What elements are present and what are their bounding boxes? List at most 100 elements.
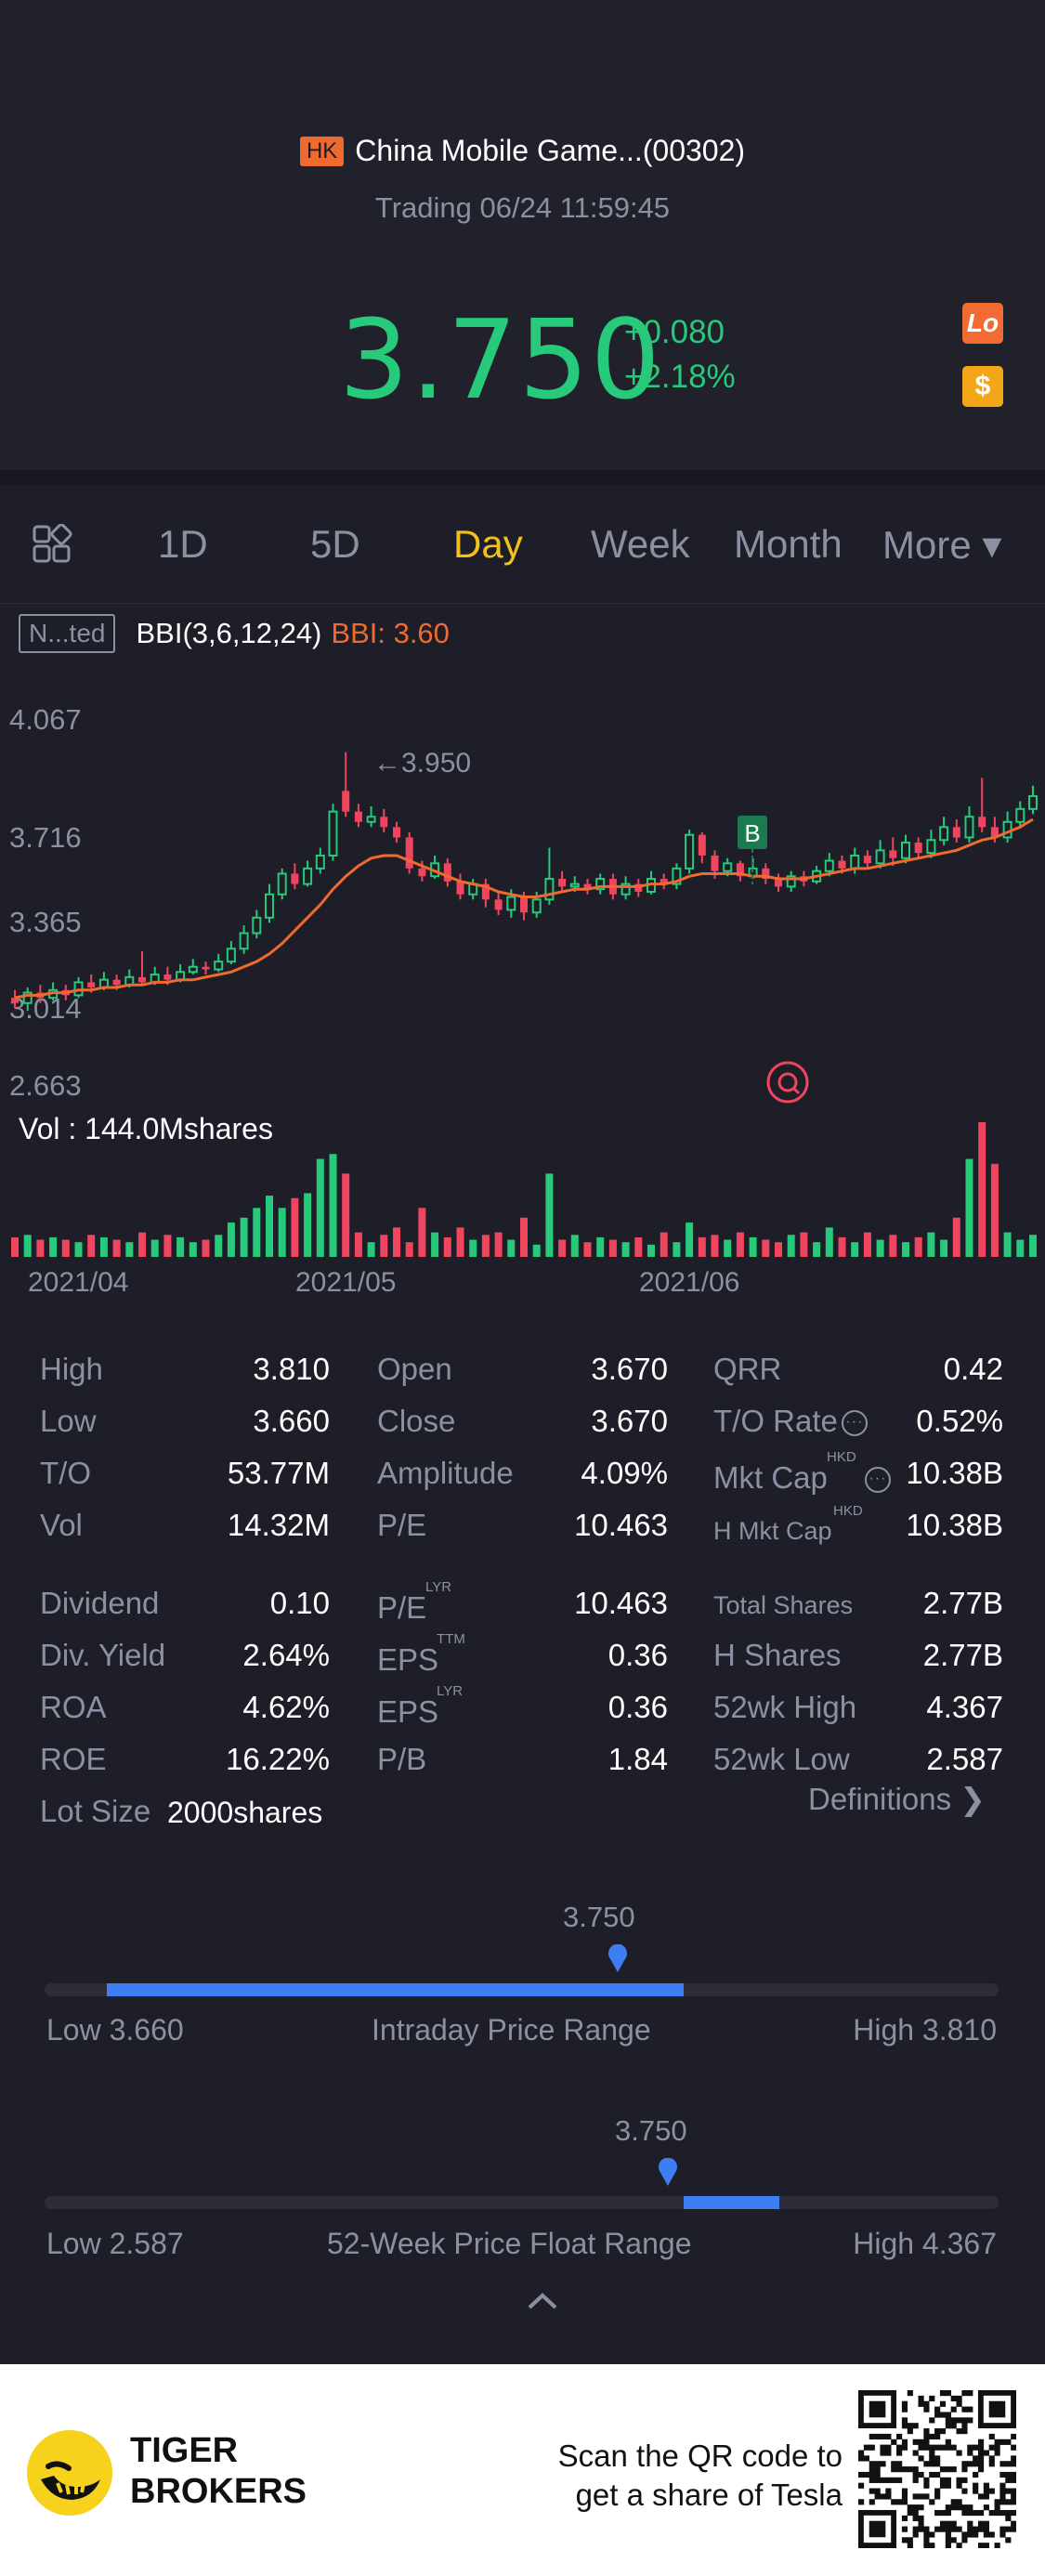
volume-bar bbox=[125, 1242, 134, 1257]
volume-bar bbox=[291, 1197, 299, 1257]
indicator-value: BBI: 3.60 bbox=[331, 617, 450, 649]
candle-body bbox=[239, 932, 249, 950]
last-price: 3.750 bbox=[339, 295, 662, 424]
tab-5d[interactable]: 5D bbox=[310, 522, 360, 566]
candle-body bbox=[291, 873, 299, 884]
volume-bar bbox=[608, 1239, 617, 1257]
stat-value: 14.32M bbox=[227, 1508, 330, 1542]
volume-bar bbox=[456, 1227, 464, 1257]
candle bbox=[456, 873, 464, 900]
adjustment-button[interactable]: N...ted bbox=[19, 614, 116, 653]
info-icon[interactable]: ··· bbox=[864, 1467, 891, 1494]
volume-bar bbox=[775, 1242, 782, 1257]
chevron-up-icon[interactable] bbox=[526, 2291, 559, 2311]
candle bbox=[889, 837, 897, 867]
candle-body bbox=[901, 842, 910, 859]
dollar-icon[interactable]: $ bbox=[962, 366, 1003, 407]
grid-layout-icon[interactable] bbox=[32, 524, 72, 565]
tab-more[interactable]: More ▾ bbox=[882, 523, 1002, 567]
candle-body bbox=[914, 843, 922, 854]
volume-bar bbox=[596, 1236, 605, 1257]
stat-value: 3.810 bbox=[253, 1352, 330, 1386]
stat-label: T/O Rate bbox=[713, 1404, 838, 1438]
candle bbox=[685, 830, 695, 874]
candle-body bbox=[214, 961, 224, 971]
week52-range-track bbox=[45, 2196, 999, 2209]
quote-header: HK China Mobile Game...(00302) Trading 0… bbox=[0, 0, 1045, 470]
candle bbox=[342, 752, 350, 817]
candle bbox=[494, 891, 503, 916]
volume-bar bbox=[342, 1173, 350, 1257]
candle bbox=[188, 959, 198, 975]
stat-label: QRR bbox=[713, 1352, 782, 1386]
volume-bar bbox=[711, 1235, 719, 1257]
candle bbox=[952, 818, 960, 843]
candle bbox=[558, 870, 567, 892]
stat-value: 2.77B bbox=[922, 1586, 1003, 1620]
candle-body bbox=[87, 982, 96, 988]
candle bbox=[875, 840, 885, 869]
candle-body bbox=[978, 817, 986, 828]
qr-code[interactable] bbox=[858, 2390, 1016, 2548]
price-change: +0.080 bbox=[624, 314, 725, 350]
candle-body bbox=[838, 860, 846, 869]
stock-name[interactable]: China Mobile Game...(00302) bbox=[355, 134, 746, 167]
volume-bar bbox=[354, 1232, 362, 1257]
candle bbox=[354, 804, 362, 828]
lo-icon[interactable]: Lo bbox=[962, 303, 1003, 344]
candle-body bbox=[1002, 820, 1012, 839]
candle-body bbox=[660, 879, 668, 884]
candle-body bbox=[1015, 807, 1025, 823]
candle bbox=[939, 817, 949, 845]
stat-label: Amplitude bbox=[377, 1456, 514, 1490]
volume-bar bbox=[545, 1173, 554, 1257]
volume-bar bbox=[49, 1236, 58, 1257]
indicator-name[interactable]: BBI(3,6,12,24) bbox=[136, 617, 322, 649]
candle-body bbox=[418, 868, 426, 877]
volume-bar bbox=[736, 1232, 744, 1257]
volume-bar bbox=[202, 1239, 210, 1257]
volume-bar bbox=[227, 1223, 235, 1257]
range-low-label: Low 2.587 bbox=[46, 2227, 184, 2260]
info-icon[interactable]: ··· bbox=[841, 1410, 868, 1437]
candle bbox=[277, 868, 287, 900]
candle-body bbox=[354, 811, 362, 822]
buy-marker[interactable]: B bbox=[738, 816, 767, 884]
candle-body bbox=[393, 827, 400, 838]
candle-body bbox=[775, 879, 782, 887]
candle bbox=[762, 863, 770, 884]
candle-body bbox=[875, 849, 885, 865]
volume-bar bbox=[724, 1239, 732, 1257]
candle bbox=[595, 873, 606, 895]
volume-bar bbox=[825, 1227, 833, 1257]
stat-value: 2000shares bbox=[167, 1796, 323, 1829]
definitions-link[interactable]: Definitions ❯ bbox=[808, 1782, 986, 1816]
volume-bar bbox=[380, 1235, 388, 1257]
tab-1d[interactable]: 1D bbox=[158, 522, 208, 566]
stat-value: 10.463 bbox=[574, 1508, 668, 1542]
candle-body bbox=[723, 862, 733, 872]
y-tick-label: 2.663 bbox=[9, 1069, 82, 1102]
candle bbox=[226, 940, 236, 964]
volume-bar bbox=[367, 1242, 375, 1257]
intraday-range-track bbox=[45, 1983, 999, 1996]
volume-bar bbox=[902, 1242, 909, 1257]
stat-label-to-rate[interactable]: T/O Rate ··· bbox=[713, 1404, 868, 1439]
stat-superscript: TTM bbox=[437, 1631, 465, 1647]
bbi-line bbox=[14, 817, 1034, 1000]
volume-bar bbox=[253, 1208, 261, 1257]
candle-body bbox=[850, 854, 860, 870]
volume-bar bbox=[316, 1158, 324, 1257]
tab-month[interactable]: Month bbox=[734, 522, 843, 566]
candle bbox=[736, 860, 744, 882]
tab-day[interactable]: Day bbox=[453, 522, 523, 566]
stat-label-mkt-cap[interactable]: Mkt Cap ··· bbox=[713, 1460, 891, 1496]
tab-week[interactable]: Week bbox=[591, 522, 690, 566]
volume-bar bbox=[405, 1242, 413, 1257]
volume-bar bbox=[863, 1232, 871, 1257]
volume-bar bbox=[304, 1193, 312, 1257]
stat-label: Close bbox=[377, 1404, 456, 1438]
search-marker-icon[interactable] bbox=[766, 1061, 809, 1104]
kline-chart[interactable]: ←3.950 B bbox=[0, 687, 1045, 1263]
volume-bar bbox=[393, 1227, 400, 1257]
